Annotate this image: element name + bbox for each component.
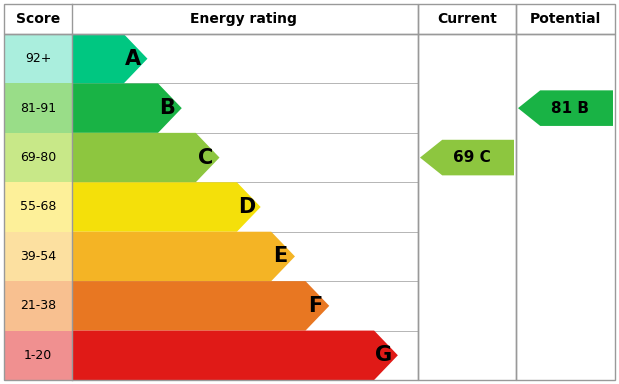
Polygon shape	[72, 34, 147, 83]
Bar	[4, 281, 72, 331]
Polygon shape	[72, 133, 220, 182]
Bar	[4, 133, 72, 182]
Polygon shape	[72, 281, 329, 331]
Bar	[4, 83, 72, 133]
Bar	[4, 182, 72, 232]
Bar	[516, 34, 615, 380]
Polygon shape	[72, 83, 182, 133]
Text: Potential: Potential	[530, 12, 601, 26]
Text: G: G	[375, 345, 392, 365]
Text: 92+: 92+	[25, 52, 51, 65]
Text: 55-68: 55-68	[20, 200, 56, 214]
Text: Score: Score	[16, 12, 60, 26]
Text: 1-20: 1-20	[24, 349, 52, 362]
Polygon shape	[72, 182, 261, 232]
Text: B: B	[160, 98, 175, 118]
Polygon shape	[518, 90, 613, 126]
Text: Current: Current	[437, 12, 497, 26]
Bar	[4, 331, 72, 380]
Bar	[4, 4, 418, 34]
Polygon shape	[72, 232, 295, 281]
Text: E: E	[274, 247, 288, 266]
Text: 69 C: 69 C	[452, 150, 490, 165]
Bar	[516, 4, 615, 34]
Text: 21-38: 21-38	[20, 300, 56, 312]
Text: 69-80: 69-80	[20, 151, 56, 164]
Bar	[4, 232, 72, 281]
Polygon shape	[420, 140, 514, 175]
Text: 39-54: 39-54	[20, 250, 56, 263]
Text: F: F	[308, 296, 322, 316]
Bar	[418, 34, 516, 380]
Text: Energy rating: Energy rating	[190, 12, 297, 26]
Text: 81 B: 81 B	[551, 101, 589, 116]
Text: C: C	[197, 147, 213, 167]
Text: D: D	[238, 197, 255, 217]
Bar	[4, 34, 72, 83]
Text: A: A	[125, 49, 141, 69]
Polygon shape	[72, 331, 398, 380]
Bar	[418, 4, 516, 34]
Text: 81-91: 81-91	[20, 102, 56, 115]
Bar	[4, 34, 418, 380]
